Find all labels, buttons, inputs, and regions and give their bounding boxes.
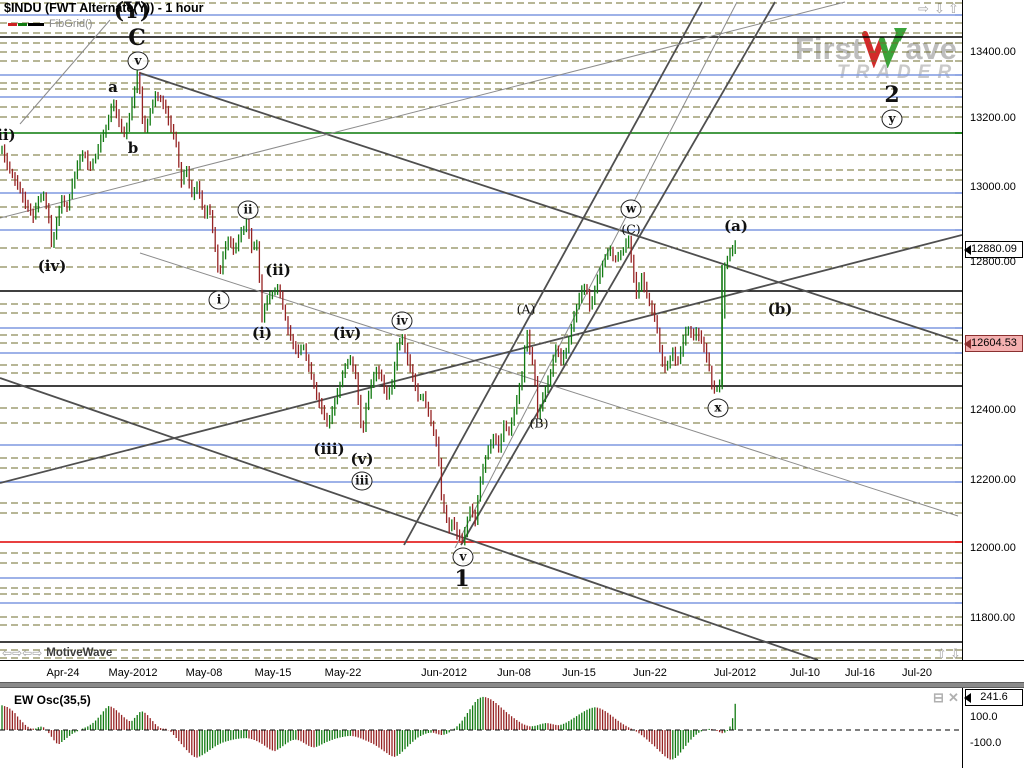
price-axis-label: 13200.00 bbox=[970, 112, 1016, 124]
price-axis-label: 12000.00 bbox=[970, 542, 1016, 554]
price-axis-label: 11800.00 bbox=[970, 612, 1016, 624]
price-axis-label: 12200.00 bbox=[970, 474, 1016, 486]
time-axis-label: May-22 bbox=[324, 667, 362, 679]
time-axis-label: May-2012 bbox=[108, 667, 158, 679]
collapse-panel-button[interactable]: ⊟ bbox=[933, 690, 944, 705]
oscillator-panel: EW Osc(35,5) ⊟ ✕ bbox=[0, 688, 1024, 768]
logo-subtitle: TRADER bbox=[837, 62, 959, 83]
time-axis-label: Jul-16 bbox=[845, 667, 875, 679]
time-axis-label: Jun-2012 bbox=[421, 667, 467, 679]
legend-line-swatch-black bbox=[28, 22, 44, 26]
study-legend[interactable]: FibGrid() bbox=[8, 18, 204, 30]
time-axis-label: Jun-15 bbox=[562, 667, 596, 679]
legend-line-swatch-green bbox=[18, 22, 27, 26]
osc-axis-label: -100.0 bbox=[970, 737, 1002, 749]
price-axis[interactable]: 13400.00 13200.00 13000.00 12800.00 12400.00… bbox=[962, 0, 1024, 660]
time-axis-label: Jul-10 bbox=[790, 667, 820, 679]
logo-word-post: ave bbox=[905, 31, 957, 66]
last-price-tag: 12880.09 bbox=[964, 241, 1023, 258]
price-axis-label: 13400.00 bbox=[970, 46, 1016, 58]
time-axis-label: Jun-22 bbox=[633, 667, 667, 679]
price-axis-label: 13000.00 bbox=[970, 181, 1016, 193]
time-axis-label: Jul-20 bbox=[902, 667, 932, 679]
pan-left-icon[interactable]: ⇦ bbox=[22, 646, 32, 660]
chart-title: $INDU (FWT Alternate(Y)) - 1 hour bbox=[4, 1, 204, 15]
time-axis-label: Apr-24 bbox=[46, 667, 80, 679]
price-axis-label: 12800.00 bbox=[970, 256, 1016, 268]
scroll-up-icon[interactable]: ⇧ bbox=[948, 1, 959, 16]
motivewave-label: MotiveWave bbox=[46, 647, 113, 659]
pan-right-icon[interactable]: ⇨ bbox=[32, 646, 42, 660]
scroll-right-icon[interactable]: ⇨ bbox=[918, 1, 929, 16]
legend-label: FibGrid() bbox=[49, 18, 93, 30]
close-panel-button[interactable]: ✕ bbox=[948, 690, 959, 705]
panel-separator[interactable] bbox=[0, 682, 1024, 688]
time-axis-label: May-15 bbox=[254, 667, 292, 679]
scroll-up-icon[interactable]: ⇧ bbox=[936, 646, 947, 661]
time-axis-label: Jul-2012 bbox=[713, 667, 757, 679]
scroll-down-icon[interactable]: ⇩ bbox=[950, 646, 961, 661]
pan-right-icon[interactable]: ⇨ bbox=[12, 646, 22, 660]
oscillator-title: EW Osc(35,5) bbox=[14, 693, 91, 707]
time-axis-label: Jun-08 bbox=[497, 667, 531, 679]
price-axis-label: 12400.00 bbox=[970, 404, 1016, 416]
osc-axis-label: 100.0 bbox=[970, 711, 998, 723]
trendline-price-tag: 12604.53 bbox=[964, 335, 1023, 352]
pan-left-icon[interactable]: ⇦ bbox=[2, 646, 12, 660]
time-axis-label: May-08 bbox=[185, 667, 223, 679]
logo-word-pre: First bbox=[795, 31, 863, 66]
osc-value-tag: 241.6 bbox=[964, 689, 1023, 706]
motivewave-watermark: ⇦ ⇨ ⇦ ⇨ MotiveWave bbox=[2, 646, 112, 660]
firstwave-trader-logo: First ave TRADER bbox=[795, 28, 958, 84]
scroll-down-icon[interactable]: ⇩ bbox=[934, 1, 945, 16]
legend-line-swatch-red bbox=[8, 22, 17, 26]
time-axis[interactable]: Apr-24 May-2012 May-08 May-15 May-22 Jun-2012… bbox=[0, 660, 1024, 683]
